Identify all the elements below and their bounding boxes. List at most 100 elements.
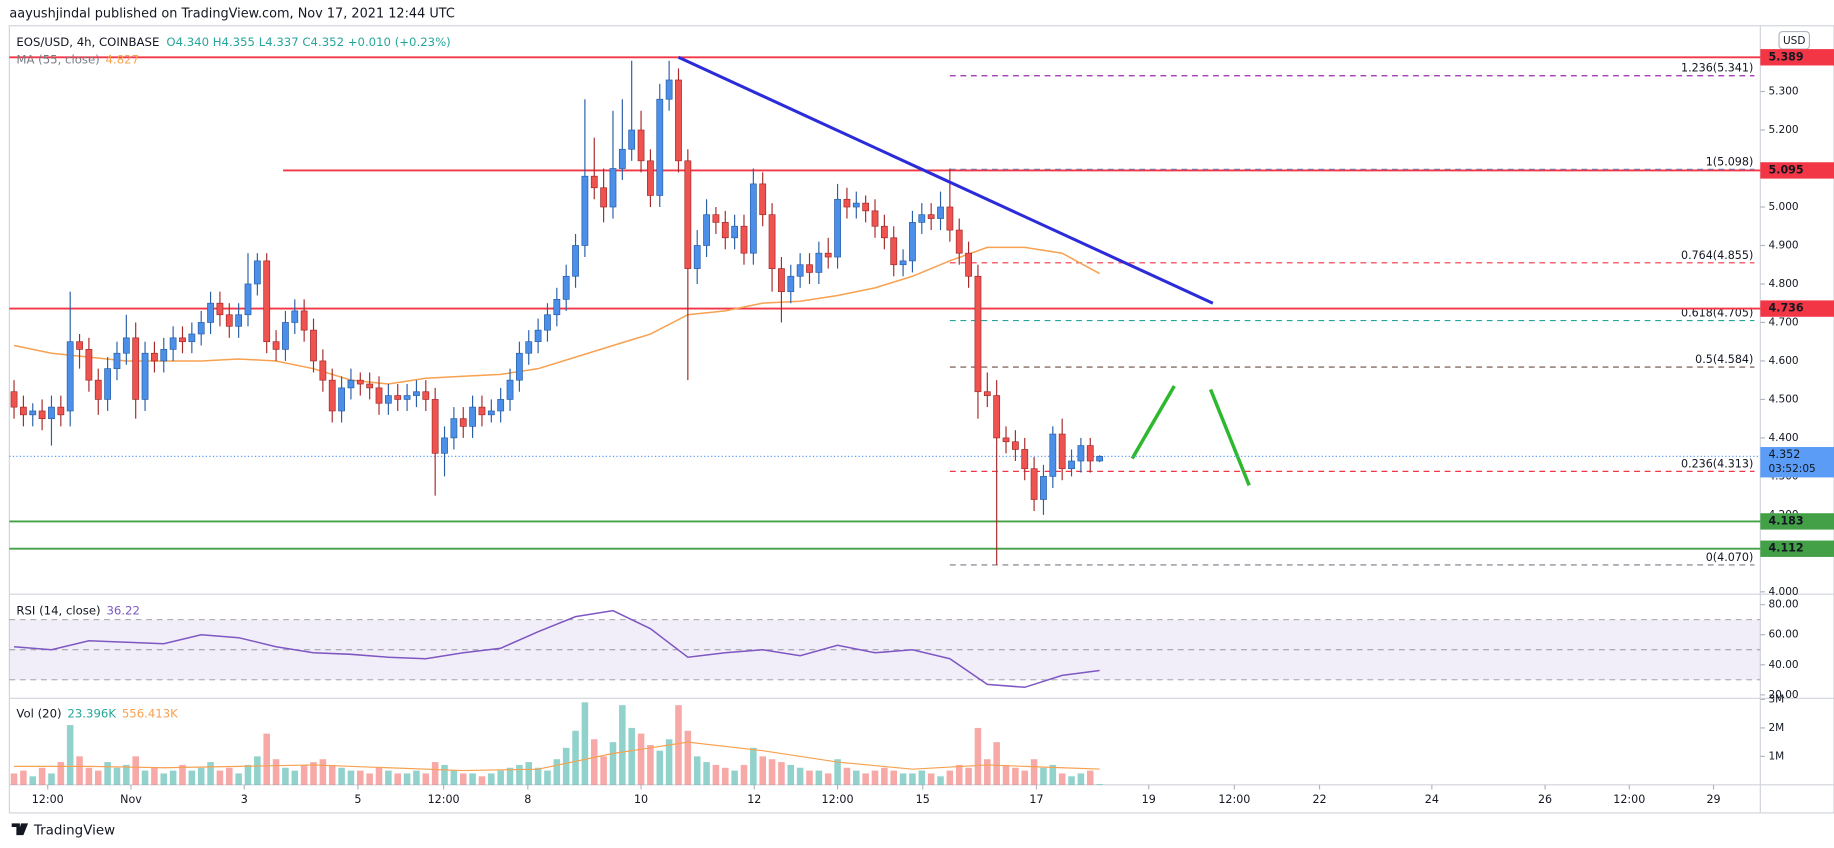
- volume-bar: [853, 770, 860, 785]
- volume-bar: [282, 767, 289, 785]
- symbol: EOS/USD, 4h, COINBASE: [16, 35, 159, 49]
- candle-body: [347, 379, 355, 389]
- volume-bar: [123, 764, 130, 785]
- volume-bar: [226, 767, 233, 785]
- candle-body: [319, 360, 327, 381]
- candle-body: [927, 214, 935, 219]
- candle-body: [169, 337, 177, 350]
- volume-bar: [600, 756, 607, 785]
- volume-bar: [151, 767, 158, 785]
- volume-bar: [946, 770, 954, 785]
- volume-bar: [10, 773, 18, 785]
- candle-body: [759, 183, 767, 216]
- y-tick-label: 80.00: [1769, 599, 1799, 611]
- candle-body: [890, 237, 898, 266]
- volume-bar: [319, 759, 327, 785]
- volume-bar: [357, 770, 364, 785]
- volume-bar: [572, 730, 579, 785]
- fib-label: 0.5(4.584): [1695, 353, 1753, 366]
- candle-body: [628, 129, 636, 150]
- candle-body: [487, 410, 495, 416]
- x-tick-label: 10: [634, 793, 648, 806]
- candle-body: [618, 148, 626, 169]
- volume-bar: [207, 762, 214, 785]
- volume-bar: [984, 759, 991, 785]
- price-label: 5.095: [1769, 163, 1804, 176]
- candle-body: [20, 406, 27, 416]
- volume-bar: [899, 773, 907, 785]
- candle-body: [581, 175, 589, 246]
- volume-bar: [525, 762, 533, 785]
- volume-bar: [300, 764, 308, 785]
- candle-body: [328, 379, 336, 412]
- candle-body: [796, 264, 804, 277]
- y-tick-label: 4.600: [1769, 355, 1799, 367]
- volume-bar: [581, 702, 589, 785]
- candle-body: [132, 337, 140, 400]
- candle-body: [394, 395, 402, 400]
- ohlc: O4.340 H4.355 L4.337 C4.352 +0.010 (+0.2…: [166, 35, 450, 49]
- candle-body: [1049, 433, 1057, 477]
- candle-body: [1030, 468, 1038, 500]
- x-tick-label: 12:00: [428, 793, 460, 806]
- candle-body: [104, 368, 112, 400]
- y-tick-label: 4.800: [1769, 278, 1799, 290]
- y-tick-label: 1M: [1769, 750, 1785, 762]
- legend-item: 23.396K: [67, 706, 116, 720]
- volume-bar: [862, 773, 869, 785]
- volume-bar: [1096, 784, 1103, 785]
- volume-bar: [955, 764, 963, 785]
- footer-logo: [11, 823, 29, 836]
- candle-body: [965, 252, 972, 277]
- price-label-box: [1760, 513, 1834, 530]
- volume-bar: [188, 770, 196, 785]
- volume-bar: [338, 767, 345, 785]
- candle-body: [1077, 445, 1085, 462]
- candle-body: [544, 314, 551, 331]
- candle-body: [609, 168, 617, 208]
- candle-body: [731, 225, 739, 239]
- candle-body: [253, 260, 261, 285]
- volume-bar: [1077, 773, 1085, 785]
- candle-body: [993, 395, 1001, 439]
- y-tick-label: 4.700: [1769, 316, 1799, 328]
- x-tick-label: 12:00: [822, 793, 854, 806]
- volume-bar: [871, 770, 879, 785]
- candle-body: [862, 202, 870, 212]
- volume-bar: [413, 770, 420, 785]
- volume-bar: [29, 776, 37, 785]
- volume-bar: [759, 756, 766, 785]
- volume-bar: [20, 770, 27, 785]
- y-tick-label: 60.00: [1769, 629, 1799, 641]
- legend-item: 36.22: [106, 603, 139, 617]
- volume-bar: [141, 770, 149, 785]
- rsi-line: [13, 609, 1100, 689]
- candle-body: [122, 337, 130, 354]
- volume-bar: [712, 764, 720, 785]
- symbol-line: EOS/USD, 4h, COINBASE O4.340 H4.355 L4.33…: [16, 35, 450, 49]
- moving-average: [13, 246, 1100, 385]
- candle-body: [235, 314, 243, 327]
- volume-bar: [1058, 773, 1066, 785]
- candle-body: [787, 275, 795, 293]
- volume-bar: [169, 770, 177, 785]
- y-tick-label: 4.500: [1769, 393, 1799, 405]
- candle-body: [515, 352, 523, 381]
- candle-body: [703, 214, 710, 246]
- volume-bar: [1040, 767, 1047, 785]
- arrow-drawing: [1208, 388, 1251, 487]
- price-label-box: [1760, 162, 1834, 179]
- published-note: aayushjindal published on TradingView.co…: [9, 7, 455, 22]
- candle-body: [384, 395, 392, 404]
- y-tick-label: 4.400: [1769, 432, 1799, 444]
- footer-brand: TradingView: [33, 823, 115, 838]
- volume-bar: [235, 773, 242, 785]
- price-label: 4.112: [1769, 542, 1804, 555]
- volume-bar: [478, 776, 486, 785]
- x-tick-label: 5: [354, 793, 361, 806]
- legend: Vol (20) 23.396K 556.413K: [16, 706, 178, 720]
- candle-body: [768, 214, 776, 269]
- candle-body: [197, 322, 205, 335]
- candle-body: [29, 410, 37, 416]
